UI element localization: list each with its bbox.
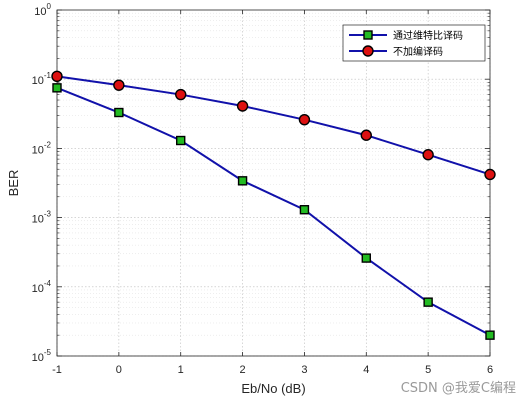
legend-label: 不加编译码 [393,45,443,58]
data-point-square [176,135,186,146]
y-axis-label: BER [6,170,21,197]
legend-marker-square [363,30,373,40]
data-point-circle [298,113,311,126]
x-tick-label: 4 [363,364,369,376]
series-line [56,75,491,176]
y-tick-label: 10-2 [32,140,52,156]
data-point-circle [236,100,249,112]
y-tick-label: 10-5 [32,348,52,364]
plot-frame [56,9,491,357]
x-tick-label: 0 [116,364,122,376]
plot-background [57,10,490,356]
data-point-circle [175,88,187,101]
x-tick-label: 5 [425,364,431,376]
y-tick-label: 10-4 [32,279,52,295]
data-point-square [114,107,124,118]
data-point-circle [113,79,125,91]
x-tick-label: 3 [301,364,307,376]
x-axis-label: Eb/No (dB) [241,381,305,396]
y-tick-label: 10-3 [32,210,52,226]
data-point-square [423,297,433,307]
data-point-square [299,205,310,215]
y-tick-label: 10-1 [32,71,52,87]
data-point-square [237,176,248,186]
legend-label: 通过维特比译码 [393,29,463,42]
series-line [56,86,491,337]
data-point-square [52,83,62,93]
watermark-text: CSDN @我爱C编程 [401,381,516,396]
series-layer [51,70,496,340]
data-point-circle [422,149,434,161]
data-point-circle [360,129,372,141]
x-tick-label: 2 [240,364,246,376]
legend-marker-circle [362,45,374,57]
data-point-circle [484,168,496,181]
x-tick-label: -1 [52,364,62,376]
x-tick-label: 6 [487,364,493,376]
data-point-square [485,330,495,340]
x-tick-label: 1 [178,364,184,376]
axes [56,9,491,357]
y-tick-label: 100 [34,2,51,18]
data-point-square [361,253,371,263]
ticks: -1 0 1 2 3 4 5 6 100 10-1 10-2 10-3 10-4 10-5 [32,2,493,376]
data-point-circle [51,70,63,83]
